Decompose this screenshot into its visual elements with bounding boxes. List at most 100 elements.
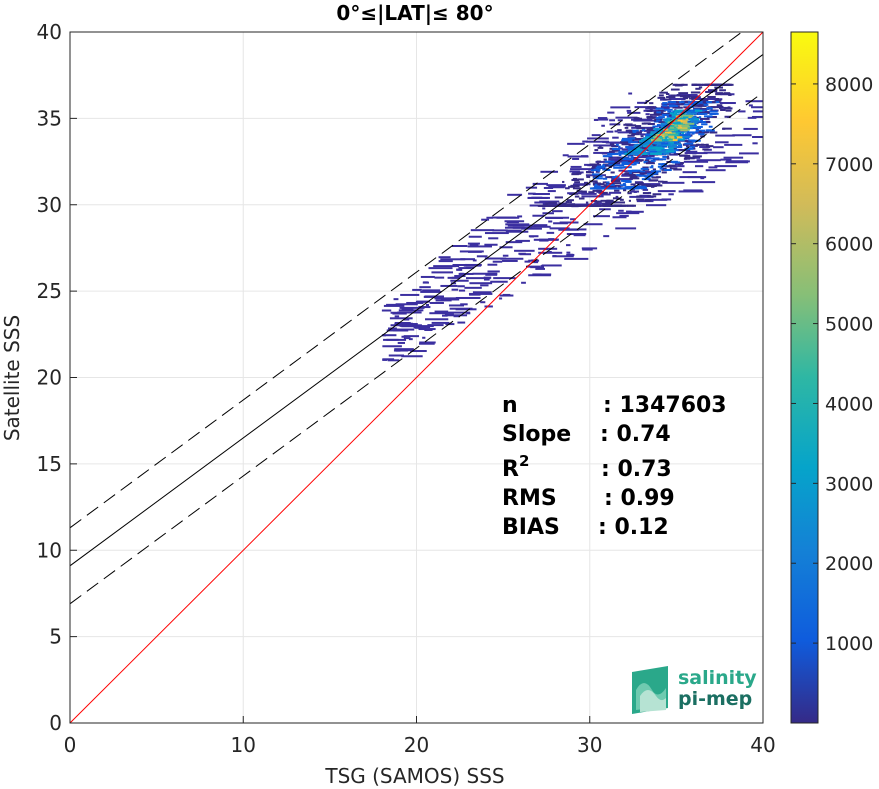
density-cell [666,155,670,158]
density-cell [692,104,702,107]
density-cell [646,204,667,207]
density-cell [449,307,473,310]
density-cell [571,173,579,176]
density-cell [658,94,664,97]
density-cell [593,215,610,218]
density-cell [637,131,642,134]
density-cell [605,185,614,188]
density-cell [381,334,386,337]
density-cell [578,197,585,200]
density-cell [425,303,430,306]
density-cell [722,127,726,130]
density-cell [500,257,524,260]
density-cell [533,224,548,227]
density-cell [480,284,489,287]
density-cell [658,145,667,148]
density-cell [652,193,662,196]
density-cell [666,117,674,120]
density-cell [674,106,683,109]
density-cell [658,134,665,137]
density-cell [661,168,665,171]
density-cell [534,201,550,204]
density-cell [687,112,697,115]
density-cell [545,202,549,205]
density-cell [611,178,633,181]
density-cell [596,189,603,192]
density-cell [636,145,643,148]
density-cell [671,111,676,114]
density-cell [655,142,662,145]
density-cell [565,200,570,203]
density-cell [403,335,420,338]
density-cell [431,271,454,274]
density-cell [695,130,699,133]
density-cell [650,126,656,129]
density-cell [626,146,632,149]
density-cell [641,155,655,158]
density-cell [624,157,632,160]
density-cell [598,118,609,121]
density-cell [604,160,615,163]
density-cell [703,151,726,154]
density-cell [634,144,643,147]
density-cell [657,180,664,183]
density-cell [618,169,625,172]
density-cell [710,112,719,115]
density-cell [645,157,655,160]
density-cell [550,186,565,189]
density-cell [682,121,688,124]
density-cell [504,226,525,229]
density-cell [492,260,503,263]
density-cell [657,150,666,153]
density-cell [691,139,701,142]
density-cell [581,190,587,193]
density-cell [707,89,718,92]
density-cell [470,229,495,232]
density-cell [691,132,695,135]
density-cell [654,135,658,138]
density-cell [649,113,660,116]
density-cell [457,285,465,288]
density-cell [669,127,675,130]
density-cell [669,104,676,107]
density-cell [724,107,733,110]
density-cell [627,192,632,195]
density-cell [657,165,664,168]
density-cell [621,143,631,146]
density-cell [653,157,660,160]
density-cell [646,185,657,188]
density-cell [660,122,667,125]
stat-value: : 0.99 [604,486,675,511]
density-cell [438,256,451,259]
y-axis-label: Satellite SSS [0,315,24,441]
density-cell [681,132,685,135]
x-tick-label: 20 [404,733,429,757]
density-cell [699,103,703,106]
density-cell [612,216,627,219]
density-cell [429,312,448,315]
density-cell [595,177,603,180]
density-cell [670,136,675,139]
density-cell [667,101,670,104]
density-cell [694,108,700,111]
density-cell [631,152,636,155]
density-cell [492,229,508,232]
density-cell [594,185,602,188]
y-tick-label: 20 [37,366,62,390]
density-cell [645,162,655,165]
density-cell [611,147,618,150]
density-cell [524,260,530,263]
density-cell [658,121,668,124]
y-tick-label: 40 [37,20,62,44]
density-cell [668,135,675,138]
density-cell [683,189,703,192]
density-cell [612,136,619,139]
density-cell [386,303,404,306]
density-cell [382,345,402,348]
density-cell [684,154,691,157]
density-cell [639,172,650,175]
density-cell [655,152,662,155]
density-cell [647,195,657,198]
density-cell [532,193,550,196]
density-cell [592,164,599,167]
